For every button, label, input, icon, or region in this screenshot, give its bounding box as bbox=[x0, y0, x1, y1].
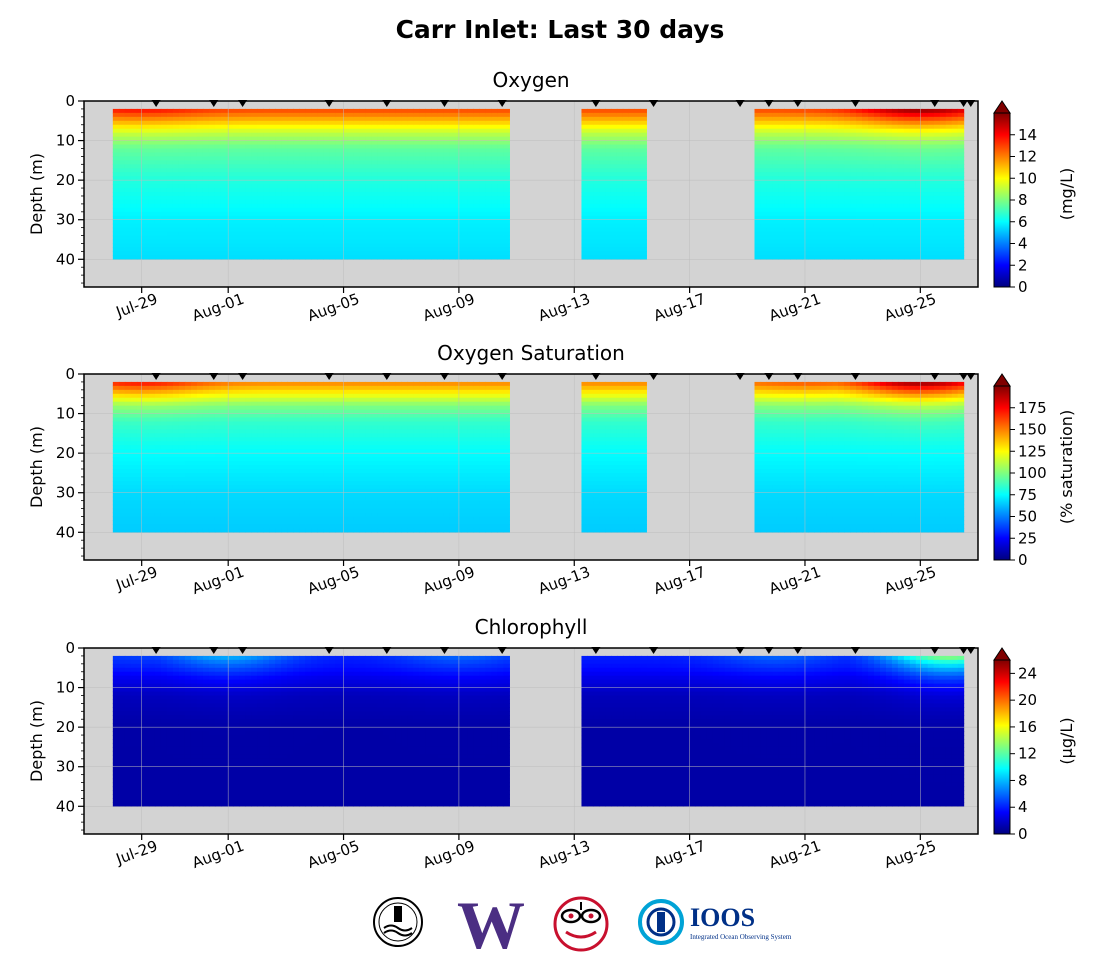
colorbar-tick-label: 20 bbox=[1018, 691, 1037, 709]
data-segment bbox=[113, 382, 510, 533]
data-segment bbox=[581, 382, 646, 533]
data-segment bbox=[755, 109, 965, 260]
panel-title: Oxygen Saturation bbox=[437, 341, 625, 365]
colorbar-label: (mg/L) bbox=[1057, 168, 1076, 221]
colorbar-tick-label: 150 bbox=[1018, 421, 1047, 439]
x-tick-label: Aug-09 bbox=[420, 290, 477, 325]
colorbar-tick-label: 0 bbox=[1018, 551, 1028, 569]
colorbar-tick-label: 75 bbox=[1018, 486, 1037, 504]
y-tick-label: 20 bbox=[56, 171, 75, 189]
colorbar-tick-label: 24 bbox=[1018, 664, 1037, 682]
colorbar-tick-label: 175 bbox=[1018, 399, 1047, 417]
colorbar-extend-arrow bbox=[994, 648, 1010, 660]
y-tick-label: 40 bbox=[56, 797, 75, 815]
data-segment bbox=[581, 656, 964, 807]
colorbar-tick-label: 25 bbox=[1018, 529, 1037, 547]
colorbar-tick-label: 14 bbox=[1018, 126, 1037, 144]
x-tick-label: Aug-17 bbox=[651, 837, 708, 872]
y-tick-label: 20 bbox=[56, 444, 75, 462]
colorbar-label: (% saturation) bbox=[1057, 410, 1076, 524]
figure-title: Carr Inlet: Last 30 days bbox=[396, 15, 725, 44]
x-tick-label: Aug-09 bbox=[420, 563, 477, 598]
x-tick-label: Aug-17 bbox=[651, 290, 708, 325]
logo-strip: W IOOS Integrated Ocean Observing System bbox=[0, 890, 1120, 960]
colorbar-tick-label: 4 bbox=[1018, 235, 1028, 253]
panel-title: Chlorophyll bbox=[475, 615, 588, 639]
colorbar-tick-label: 0 bbox=[1018, 278, 1028, 296]
panel-oxygen-saturation: Oxygen Saturation 0 10 20 30 40 Depth (m) Jul-2… bbox=[27, 341, 1076, 598]
colorbar-extend-arrow bbox=[994, 101, 1010, 113]
x-tick-label: Aug-25 bbox=[882, 837, 939, 872]
round-seal-logo bbox=[374, 898, 422, 946]
data-segment bbox=[581, 109, 646, 260]
x-tick-label: Aug-05 bbox=[305, 563, 362, 598]
colorbar: 0 25 50 75 100 125 150 175 (% saturation) bbox=[994, 374, 1076, 569]
y-tick-label: 30 bbox=[56, 484, 75, 502]
profile-figure: Carr Inlet: Last 30 days Oxygen010203040… bbox=[0, 0, 1120, 890]
colorbar-tick-label: 10 bbox=[1018, 169, 1037, 187]
data-segment bbox=[755, 382, 965, 533]
x-tick-label: Aug-17 bbox=[651, 563, 708, 598]
y-axis-label: Depth (m) bbox=[27, 426, 46, 508]
x-tick-label: Aug-13 bbox=[536, 563, 593, 598]
x-tick-label: Aug-05 bbox=[305, 837, 362, 872]
x-tick-label: Aug-25 bbox=[882, 290, 939, 325]
colorbar-tick-label: 8 bbox=[1018, 191, 1028, 209]
colorbar-tick-label: 125 bbox=[1018, 442, 1047, 460]
colorbar-tick-label: 0 bbox=[1018, 825, 1028, 843]
y-tick-label: 0 bbox=[65, 639, 75, 657]
x-tick-label: Jul-29 bbox=[113, 837, 160, 869]
colorbar-label: (μg/L) bbox=[1057, 717, 1076, 764]
y-tick-label: 40 bbox=[56, 523, 75, 541]
colorbar-extend-arrow bbox=[994, 374, 1010, 386]
x-tick-label: Aug-01 bbox=[190, 837, 247, 872]
colorbar-tick-label: 6 bbox=[1018, 213, 1028, 231]
ioos-logo: IOOS Integrated Ocean Observing System bbox=[640, 901, 792, 943]
y-tick-label: 40 bbox=[56, 250, 75, 268]
colorbar-tick-label: 12 bbox=[1018, 745, 1037, 763]
panel-title: Oxygen bbox=[492, 68, 569, 92]
x-tick-label: Aug-25 bbox=[882, 563, 939, 598]
y-tick-label: 0 bbox=[65, 365, 75, 383]
colorbar-tick-label: 12 bbox=[1018, 148, 1037, 166]
colorbar-tick-label: 16 bbox=[1018, 718, 1037, 736]
x-tick-label: Aug-01 bbox=[190, 563, 247, 598]
data-segment bbox=[113, 656, 510, 807]
x-tick-label: Aug-13 bbox=[536, 290, 593, 325]
x-tick-label: Aug-21 bbox=[767, 290, 824, 325]
x-tick-label: Aug-13 bbox=[536, 837, 593, 872]
colorbar-tick-label: 50 bbox=[1018, 508, 1037, 526]
x-tick-label: Aug-21 bbox=[767, 837, 824, 872]
x-tick-label: Aug-09 bbox=[420, 837, 477, 872]
x-tick-label: Aug-01 bbox=[190, 290, 247, 325]
y-axis-label: Depth (m) bbox=[27, 700, 46, 782]
y-axis-label: Depth (m) bbox=[27, 153, 46, 235]
y-tick-label: 10 bbox=[56, 405, 75, 423]
y-tick-label: 10 bbox=[56, 132, 75, 150]
y-tick-label: 10 bbox=[56, 679, 75, 697]
x-tick-label: Jul-29 bbox=[113, 563, 160, 595]
colorbar: 0 2 4 6 8 10 12 14 (mg/L) bbox=[994, 101, 1076, 296]
colorbar-tick-label: 2 bbox=[1018, 256, 1028, 274]
colorbar-tick-label: 100 bbox=[1018, 464, 1047, 482]
native-art-logo bbox=[555, 898, 607, 950]
y-tick-label: 0 bbox=[65, 92, 75, 110]
x-tick-label: Aug-21 bbox=[767, 563, 824, 598]
colorbar-tick-label: 8 bbox=[1018, 771, 1028, 789]
y-tick-label: 30 bbox=[56, 211, 75, 229]
y-tick-label: 20 bbox=[56, 718, 75, 736]
x-tick-label: Jul-29 bbox=[113, 290, 160, 322]
x-tick-label: Aug-05 bbox=[305, 290, 362, 325]
data-segment bbox=[113, 109, 510, 260]
uw-w-logo: W bbox=[457, 890, 525, 960]
colorbar-tick-label: 4 bbox=[1018, 798, 1028, 816]
colorbar: 0 4 8 12 16 20 24 (μg/L) bbox=[994, 648, 1076, 843]
y-tick-label: 30 bbox=[56, 758, 75, 776]
